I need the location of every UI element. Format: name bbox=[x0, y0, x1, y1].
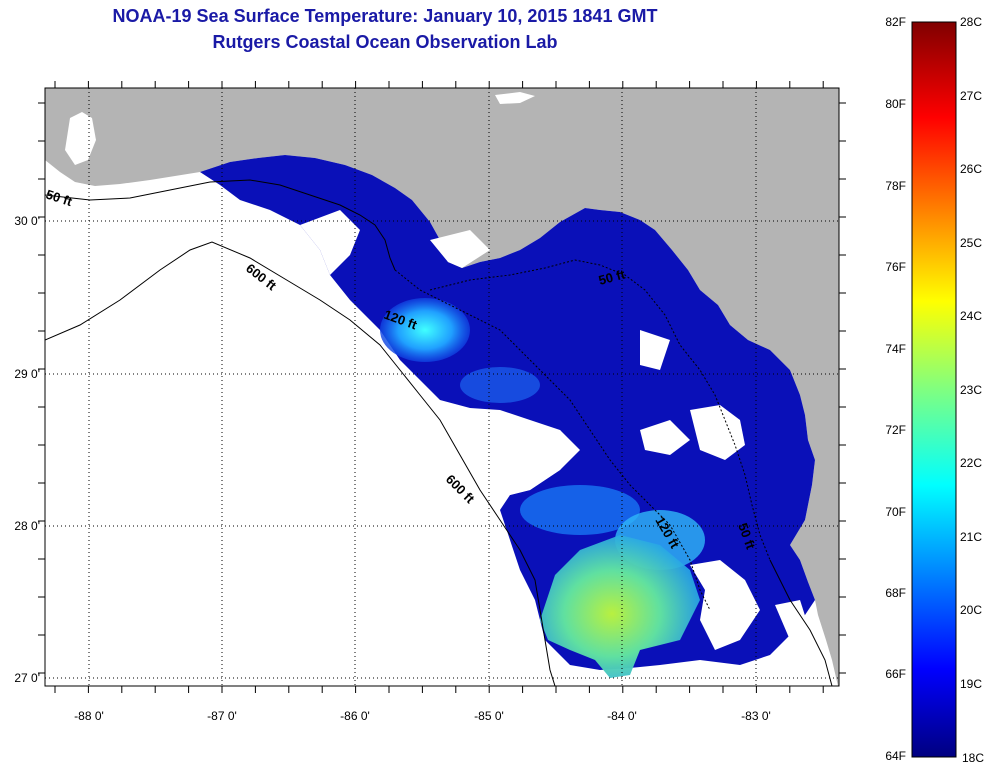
contour-50ft-west bbox=[45, 179, 396, 271]
colorbar-c-label: 27C bbox=[960, 89, 982, 103]
colorbar-c-label: 23C bbox=[960, 383, 982, 397]
colorbar-f-label: 74F bbox=[885, 342, 906, 356]
graticule bbox=[45, 88, 839, 686]
inland-lake bbox=[495, 92, 535, 104]
coastline-south bbox=[769, 559, 833, 686]
colorbar-c-label: 25C bbox=[960, 236, 982, 250]
cloud-gap bbox=[690, 405, 745, 460]
colorbar-c-label: 19C bbox=[960, 677, 982, 691]
axis-ticks bbox=[38, 81, 846, 693]
x-axis-labels: -88 0' -87 0' -86 0' -85 0' -84 0' -83 0… bbox=[74, 709, 771, 723]
contour-120ft bbox=[394, 269, 711, 611]
y-axis-labels: 30 0' 29 0' 28 0' 27 0' bbox=[14, 214, 40, 685]
cloud-gap bbox=[690, 560, 760, 650]
colorbar-c-label: 20C bbox=[960, 603, 982, 617]
y-tick-label: 30 0' bbox=[14, 214, 40, 228]
warm-patch bbox=[380, 298, 470, 362]
colorbar-c-label: 24C bbox=[960, 309, 982, 323]
colorbar-f-label: 68F bbox=[885, 586, 906, 600]
map-title: NOAA-19 Sea Surface Temperature: January… bbox=[112, 6, 658, 26]
colorbar-c-label: 18C bbox=[962, 751, 984, 765]
x-tick-label: -84 0' bbox=[607, 709, 637, 723]
colorbar-f-label: 64F bbox=[885, 749, 906, 763]
y-tick-label: 27 0' bbox=[14, 671, 40, 685]
cloud-gap bbox=[500, 430, 575, 495]
contour-600ft bbox=[45, 241, 556, 686]
colorbar-fahrenheit-labels: 82F 80F 78F 76F 74F 72F 70F 68F 66F 64F bbox=[885, 15, 906, 763]
colorbar-c-label: 26C bbox=[960, 162, 982, 176]
land-area bbox=[45, 88, 839, 686]
map-subtitle: Rutgers Coastal Ocean Observation Lab bbox=[212, 32, 558, 52]
map-border bbox=[44, 87, 840, 687]
contour-label: 50 ft bbox=[597, 266, 627, 288]
cloud-gap bbox=[640, 330, 670, 370]
colorbar-c-label: 22C bbox=[960, 456, 982, 470]
x-tick-label: -83 0' bbox=[741, 709, 771, 723]
x-tick-label: -85 0' bbox=[474, 709, 504, 723]
x-tick-label: -86 0' bbox=[340, 709, 370, 723]
colorbar-f-label: 78F bbox=[885, 179, 906, 193]
colorbar-c-label: 28C bbox=[960, 15, 982, 29]
cloud-gap bbox=[775, 600, 808, 640]
warm-patch bbox=[520, 485, 640, 535]
colorbar-f-label: 80F bbox=[885, 97, 906, 111]
colorbar-f-label: 82F bbox=[885, 15, 906, 29]
y-tick-label: 28 0' bbox=[14, 519, 40, 533]
mobile-bay bbox=[65, 112, 96, 165]
cloud-gap bbox=[300, 210, 360, 275]
colorbar-f-label: 76F bbox=[885, 260, 906, 274]
colorbar bbox=[911, 21, 957, 758]
colorbar-celsius-labels: 28C 27C 26C 25C 24C 23C 22C 21C 20C 19C … bbox=[960, 15, 984, 765]
warm-patch-southeast bbox=[540, 535, 700, 678]
x-tick-label: -88 0' bbox=[74, 709, 104, 723]
cloud-gap bbox=[640, 420, 690, 455]
colorbar-f-label: 72F bbox=[885, 423, 906, 437]
cloud-gap bbox=[430, 230, 490, 268]
warm-patch bbox=[460, 367, 540, 403]
x-tick-label: -87 0' bbox=[207, 709, 237, 723]
y-tick-label: 29 0' bbox=[14, 367, 40, 381]
colorbar-f-label: 70F bbox=[885, 505, 906, 519]
colorbar-f-label: 66F bbox=[885, 667, 906, 681]
colorbar-c-label: 21C bbox=[960, 530, 982, 544]
